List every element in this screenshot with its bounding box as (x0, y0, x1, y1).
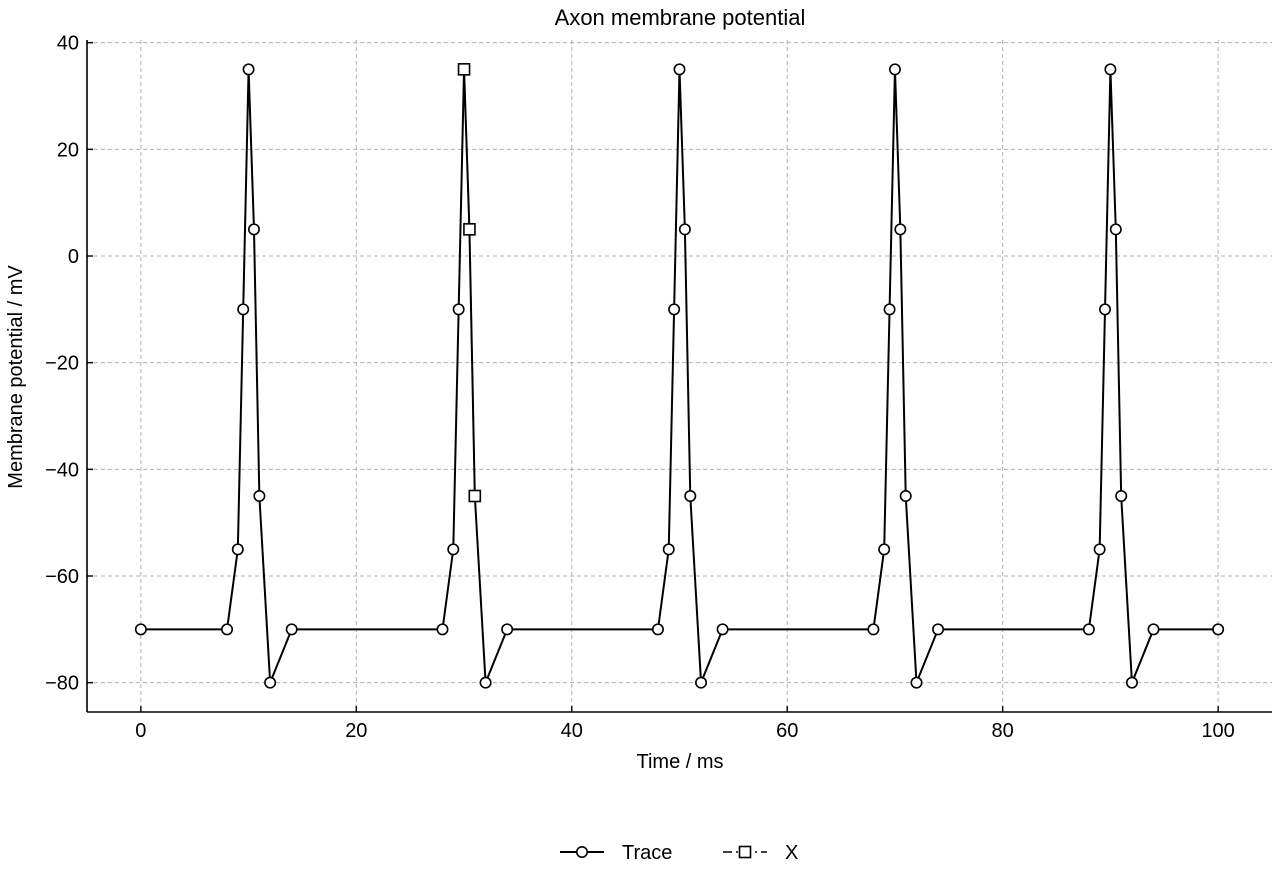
data-point-trace (883, 303, 896, 316)
data-point-trace (899, 489, 912, 502)
data-point-trace (1109, 223, 1122, 236)
data-point-trace (1099, 303, 1112, 316)
legend: Trace X (560, 842, 798, 864)
data-point-trace (221, 623, 234, 636)
y-tick-label: 0 (68, 246, 79, 268)
data-point-trace (501, 623, 514, 636)
data-point-trace (684, 489, 697, 502)
x-tick-label: 20 (345, 720, 367, 742)
data-point-trace (673, 63, 686, 76)
chart-title: Axon membrane potential (555, 5, 806, 30)
data-point-trace (894, 223, 907, 236)
data-point-trace (695, 676, 708, 689)
plot-area (134, 63, 1225, 689)
data-point-trace (479, 676, 492, 689)
data-point-trace (1147, 623, 1160, 636)
x-tick-label: 40 (561, 720, 583, 742)
data-point-trace (888, 63, 901, 76)
data-point-trace (716, 623, 729, 636)
legend-label-trace: Trace (622, 842, 672, 864)
y-tick-label: −60 (45, 566, 79, 588)
data-point-x (457, 63, 471, 76)
data-point-trace (662, 543, 675, 556)
y-tick-label: 40 (57, 33, 79, 55)
y-tick-label: −80 (45, 673, 79, 695)
data-point-trace (264, 676, 277, 689)
data-point-trace (436, 623, 449, 636)
data-point-trace (247, 223, 260, 236)
data-point-trace (1104, 63, 1117, 76)
y-tick-label: 20 (57, 139, 79, 161)
x-tick-label: 80 (992, 720, 1014, 742)
y-axis-label: Membrane potential / mV (5, 265, 27, 489)
data-point-trace (668, 303, 681, 316)
x-tick-label: 100 (1201, 720, 1234, 742)
legend-marker-x (738, 845, 752, 859)
data-point-trace (253, 489, 266, 502)
data-point-trace (1125, 676, 1138, 689)
y-tick-label: −20 (45, 353, 79, 375)
data-point-trace (237, 303, 250, 316)
axes: 0 20 40 60 80 100 −80 −60 −40 −20 0 20 40 (45, 33, 1272, 742)
x-tick-label: 60 (776, 720, 798, 742)
data-point-trace (1212, 623, 1225, 636)
data-point-trace (1115, 489, 1128, 502)
data-point-trace (878, 543, 891, 556)
data-point-trace (932, 623, 945, 636)
data-point-trace (231, 543, 244, 556)
data-point-trace (285, 623, 298, 636)
x-axis-label: Time / ms (636, 751, 723, 773)
data-point-trace (1093, 543, 1106, 556)
data-point-trace (447, 543, 460, 556)
data-point-trace (910, 676, 923, 689)
y-tick-label: −40 (45, 459, 79, 481)
legend-marker-trace (575, 845, 588, 858)
data-point-trace (1082, 623, 1095, 636)
data-point-trace (678, 223, 691, 236)
data-point-trace (867, 623, 880, 636)
data-point-trace (134, 623, 147, 636)
data-point-trace (651, 623, 664, 636)
legend-label-x: X (785, 842, 798, 864)
grid (87, 40, 1272, 712)
x-tick-label: 0 (135, 720, 146, 742)
data-point-trace (452, 303, 465, 316)
series-line-trace (140, 68, 1219, 684)
data-point-trace (242, 63, 255, 76)
data-point-x (468, 489, 482, 503)
data-point-x (463, 223, 476, 236)
